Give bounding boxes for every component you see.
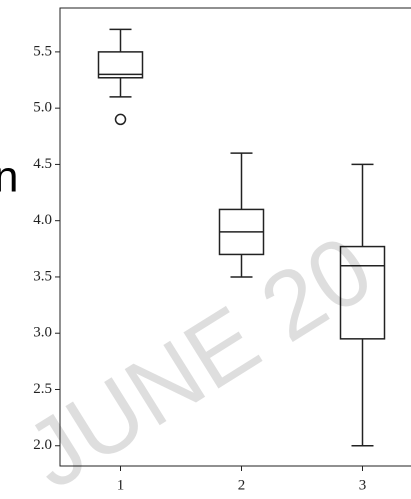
y-tick-label: 5.0 — [33, 100, 52, 116]
side-text: n — [0, 153, 18, 202]
plot-frame — [59, 7, 411, 467]
x-tick-label: 2 — [238, 477, 246, 493]
watermark: JUNE 20 — [8, 215, 390, 499]
y-tick-label: 3.5 — [33, 268, 52, 284]
box — [339, 245, 386, 340]
x-tick-label: 1 — [117, 477, 125, 493]
x-tick-label: 3 — [359, 477, 367, 493]
y-tick-label: 2.5 — [33, 381, 52, 397]
y-tick-label: 3.0 — [33, 325, 52, 341]
y-tick-label: 4.5 — [33, 156, 52, 172]
y-tick-label: 5.5 — [33, 43, 52, 59]
outlier — [114, 113, 127, 126]
box — [97, 51, 144, 79]
y-tick-label: 2.0 — [33, 437, 52, 453]
y-tick-label: 4.0 — [33, 212, 52, 228]
